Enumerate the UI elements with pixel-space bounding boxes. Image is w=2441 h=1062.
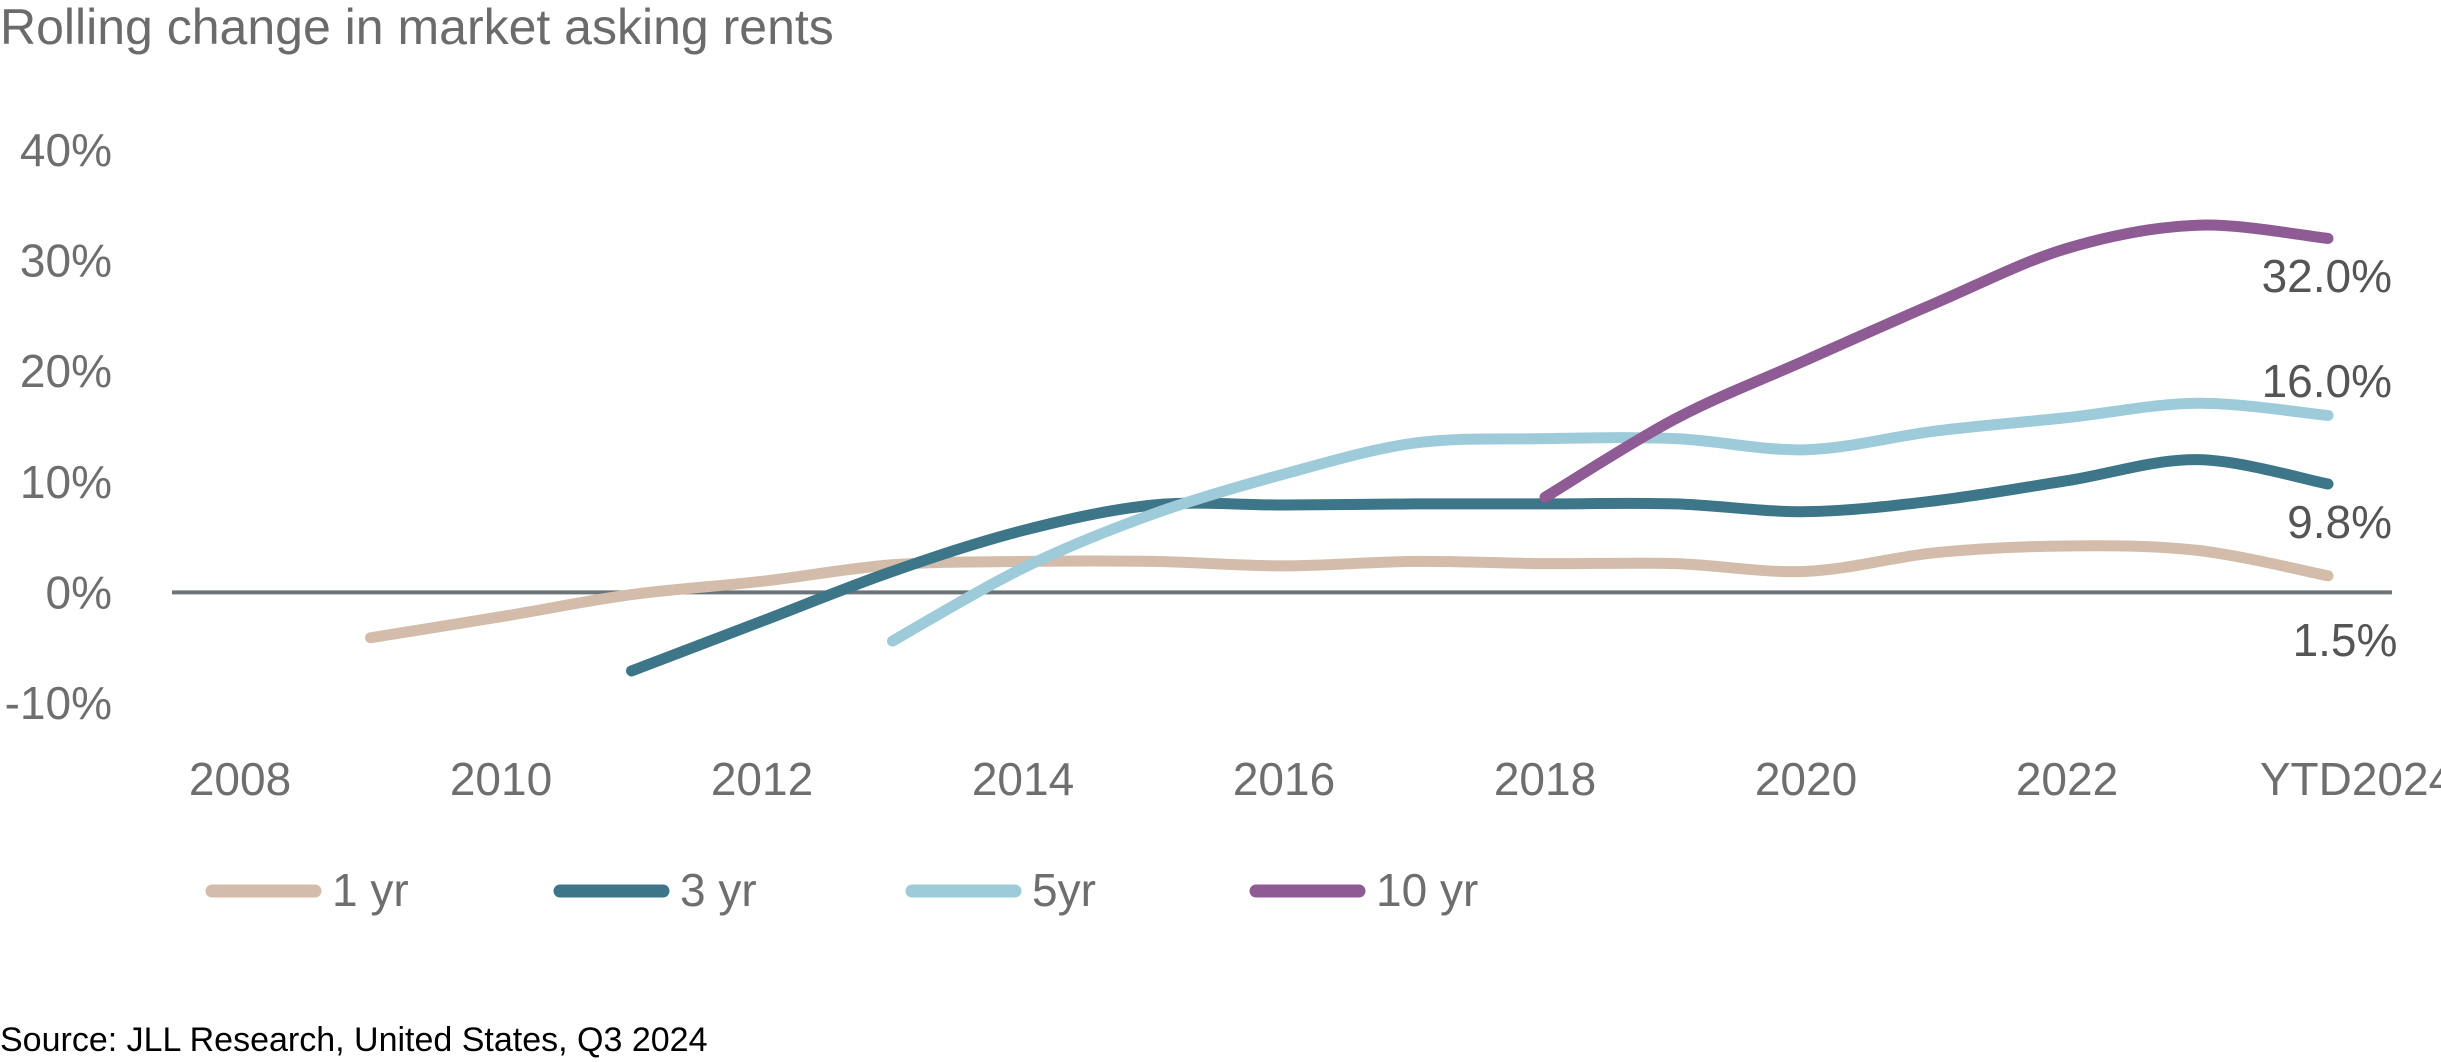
x-tick-label: 2014 (972, 753, 1074, 805)
end-value-labels: 1.5% 9.8% 16.0% 32.0% (2262, 250, 2398, 666)
x-tick-label: YTD2024 (2260, 753, 2441, 805)
x-tick-label: 2008 (189, 753, 291, 805)
y-tick-label: -10% (5, 677, 112, 729)
x-tick-label: 2018 (1494, 753, 1596, 805)
legend: 1 yr 3 yr 5yr 10 yr (205, 864, 1478, 916)
y-tick-label: 10% (20, 456, 112, 508)
y-tick-label: 40% (20, 124, 112, 176)
series-line-10-yr (1539, 219, 2334, 503)
x-tick-label: 2016 (1233, 753, 1335, 805)
series-line-1-yr (365, 540, 2334, 644)
series-line-3-yr (626, 454, 2334, 677)
y-tick-label: 20% (20, 345, 112, 397)
series-lines (365, 219, 2334, 677)
x-tick-label: 2012 (711, 753, 813, 805)
x-tick-label: 2022 (2016, 753, 2118, 805)
end-label-5yr: 16.0% (2262, 355, 2392, 407)
legend-label: 5yr (1032, 864, 1096, 916)
legend-label: 1 yr (332, 864, 409, 916)
x-tick-label: 2010 (450, 753, 552, 805)
y-tick-label: 30% (20, 235, 112, 287)
chart-title: Rolling change in market asking rents (0, 0, 834, 55)
end-label-10-yr: 32.0% (2262, 250, 2392, 302)
end-label-3-yr: 9.8% (2287, 496, 2392, 548)
y-axis-ticks: 40% 30% 20% 10% 0% -10% (5, 124, 112, 729)
series-line-5yr (887, 397, 2334, 647)
x-axis-ticks: 2008 2010 2012 2014 2016 2018 2020 2022 YTD2024 (189, 753, 2441, 805)
x-tick-label: 2020 (1755, 753, 1857, 805)
legend-label: 3 yr (680, 864, 757, 916)
legend-label: 10 yr (1376, 864, 1478, 916)
source-note: Source: JLL Research, United States, Q3 … (0, 1021, 707, 1059)
end-label-1-yr: 1.5% (2293, 614, 2398, 666)
y-tick-label: 0% (46, 566, 112, 618)
